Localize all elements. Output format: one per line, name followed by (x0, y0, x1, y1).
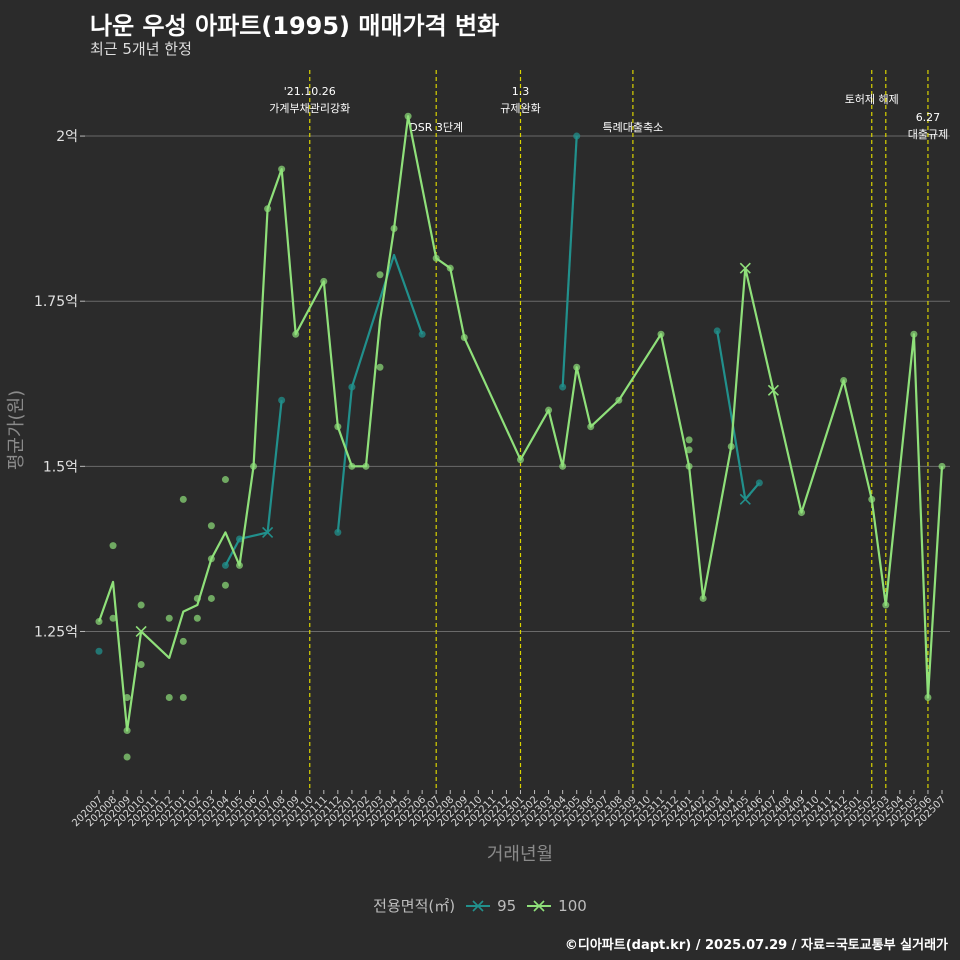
event-label: 토허제 해제 (845, 92, 899, 106)
y-tick-label: 1.75억 (34, 294, 78, 310)
legend-swatch-100 (527, 899, 552, 912)
point-100 (376, 363, 384, 371)
cross-95 (739, 493, 751, 505)
event-label: DSR 3단계 (409, 121, 463, 134)
y-tick-label: 2억 (56, 129, 78, 145)
chart-title: 나운 우성 아파트(1995) 매매가격 변화 (90, 12, 500, 40)
chart-subtitle: 최근 5개년 한정 (90, 40, 192, 58)
cross-100 (135, 625, 147, 638)
point-100 (221, 476, 229, 484)
point-100 (179, 694, 187, 702)
point-100 (207, 594, 215, 602)
event-label: 대출규제 (908, 128, 948, 141)
legend-swatch-95 (466, 899, 491, 912)
legend-label-95: 95 (497, 896, 517, 915)
point-100 (123, 694, 131, 702)
point-100 (685, 446, 693, 454)
point-100 (221, 581, 229, 589)
line-95 (336, 253, 424, 533)
point-95 (95, 647, 103, 655)
line-95 (224, 400, 283, 566)
legend-label-100: 100 (558, 896, 587, 915)
point-100 (165, 614, 173, 622)
y-tick-label: 1.5억 (43, 459, 78, 475)
legend-item-100: 100 (526, 897, 587, 915)
event-label: 규제완화 (500, 102, 540, 115)
event-label: 가계부채관리강화 (269, 102, 350, 115)
cross-95 (262, 526, 274, 538)
event-label: '21.10.26 (284, 85, 336, 98)
legend-title: 전용면적(㎡) (373, 897, 456, 915)
point-100 (109, 542, 117, 550)
point-100 (109, 614, 117, 622)
event-label: 1.3 (512, 85, 530, 98)
y-axis-label: 평균가(원) (6, 390, 27, 470)
point-100 (376, 271, 384, 279)
point-100 (207, 522, 215, 530)
point-100 (137, 601, 145, 609)
point-100 (193, 614, 201, 622)
line-95 (561, 135, 578, 388)
point-100 (165, 694, 173, 702)
cross-100 (739, 262, 751, 274)
cross-100 (767, 384, 779, 396)
source-caption: ©디아파트(dapt.kr) / 2025.07.29 / 자료=국토교통부 실… (564, 938, 948, 953)
point-100 (685, 436, 693, 444)
point-100 (179, 637, 187, 645)
legend-item-95: 95 (465, 897, 516, 915)
legend: 전용면적(㎡) 95 100 (0, 895, 960, 916)
y-tick-label: 1.25억 (34, 624, 78, 640)
event-label: 6.27 (916, 111, 941, 124)
point-100 (137, 660, 145, 668)
x-axis-label: 거래년월 (487, 844, 553, 865)
point-100 (179, 495, 187, 503)
point-100 (123, 753, 131, 761)
event-label: 특례대출축소 (603, 121, 664, 134)
